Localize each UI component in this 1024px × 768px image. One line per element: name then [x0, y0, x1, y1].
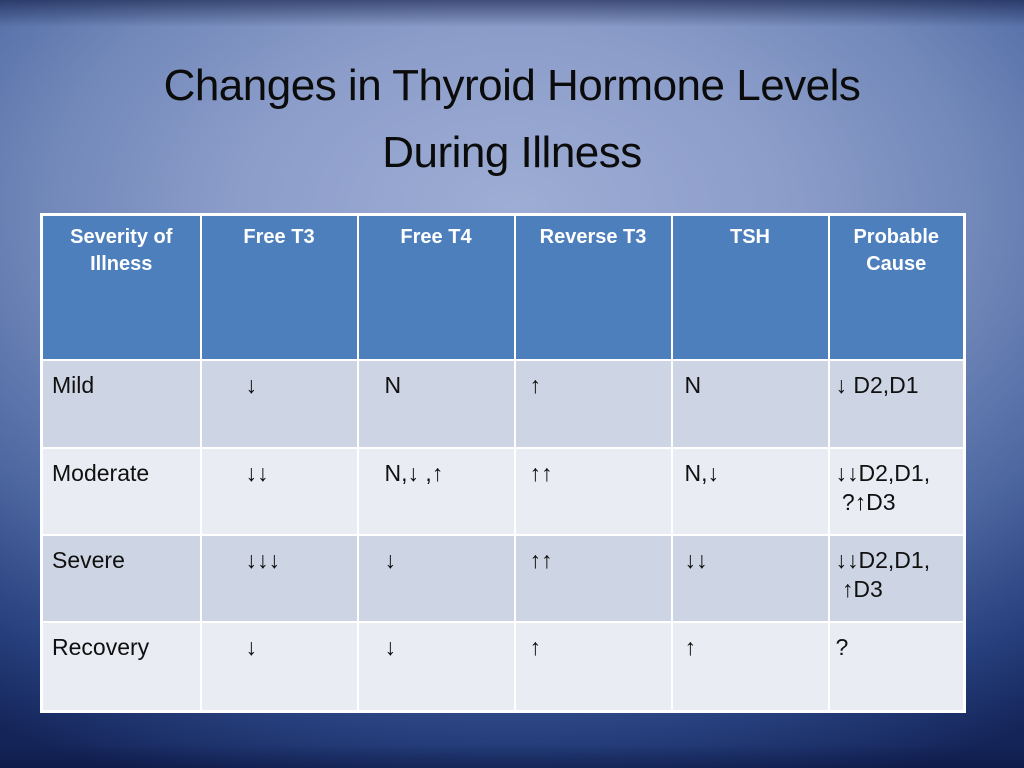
slide-title: Changes in Thyroid Hormone Levels During… [0, 52, 1024, 186]
slide-title-line1: Changes in Thyroid Hormone Levels [163, 61, 861, 110]
reverse-t3-cell: ↑ [513, 358, 673, 449]
tsh-cell: N [670, 358, 830, 449]
reverse-t3-cell: ↑ [513, 620, 673, 713]
free-t3-cell: ↓ [199, 358, 359, 449]
table-row-recovery: Recovery ↓ ↓ ↑ ↑ ? [40, 620, 966, 713]
free-t4-cell: ↓ [356, 620, 516, 713]
free-t3-cell: ↓↓ [199, 446, 359, 536]
table-row-mild: Mild ↓ N ↑ N ↓ D2,D1 [40, 358, 966, 449]
free-t4-cell: ↓ [356, 533, 516, 623]
probable-cause-cell: ↓ D2,D1 [827, 358, 966, 449]
thyroid-hormone-table: Severity of Illness Free T3 Free T4 Reve… [40, 213, 966, 713]
col-header-tsh: TSH [670, 213, 830, 361]
table-row-severe: Severe ↓↓↓ ↓ ↑↑ ↓↓ ↓↓D2,D1, ↑D3 [40, 533, 966, 623]
table-row-moderate: Moderate ↓↓ N,↓ ,↑ ↑↑ N,↓ ↓↓D2,D1, ?↑D3 [40, 446, 966, 536]
probable-cause-cell: ↓↓D2,D1, ↑D3 [827, 533, 966, 623]
free-t3-cell: ↓↓↓ [199, 533, 359, 623]
severity-cell: Mild [40, 358, 202, 449]
free-t4-cell: N,↓ ,↑ [356, 446, 516, 536]
col-header-free-t4: Free T4 [356, 213, 516, 361]
tsh-cell: ↓↓ [670, 533, 830, 623]
free-t3-cell: ↓ [199, 620, 359, 713]
probable-cause-cell: ? [827, 620, 966, 713]
free-t4-cell: N [356, 358, 516, 449]
col-header-free-t3: Free T3 [199, 213, 359, 361]
probable-cause-cell: ↓↓D2,D1, ?↑D3 [827, 446, 966, 536]
severity-cell: Severe [40, 533, 202, 623]
table-header-row: Severity of Illness Free T3 Free T4 Reve… [40, 213, 966, 361]
reverse-t3-cell: ↑↑ [513, 446, 673, 536]
tsh-cell: N,↓ [670, 446, 830, 536]
reverse-t3-cell: ↑↑ [513, 533, 673, 623]
col-header-severity: Severity of Illness [40, 213, 202, 361]
col-header-reverse-t3: Reverse T3 [513, 213, 673, 361]
severity-cell: Recovery [40, 620, 202, 713]
col-header-probable-cause: Probable Cause [827, 213, 966, 361]
slide-title-line2: During Illness [382, 128, 642, 177]
severity-cell: Moderate [40, 446, 202, 536]
tsh-cell: ↑ [670, 620, 830, 713]
